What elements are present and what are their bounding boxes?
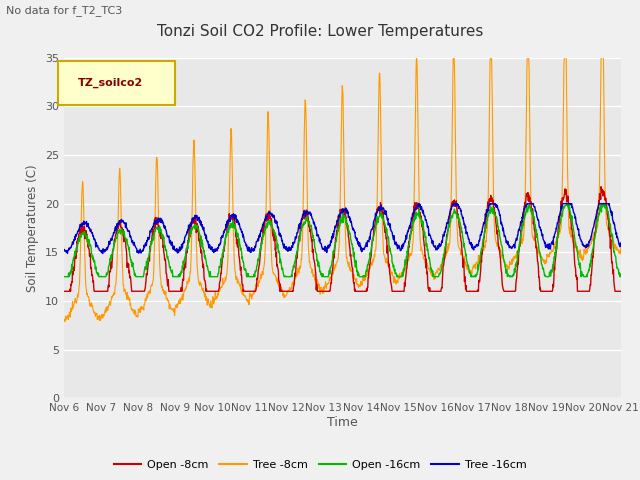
FancyBboxPatch shape [58, 61, 175, 105]
Text: Tonzi Soil CO2 Profile: Lower Temperatures: Tonzi Soil CO2 Profile: Lower Temperatur… [157, 24, 483, 39]
Legend: Open -8cm, Tree -8cm, Open -16cm, Tree -16cm: Open -8cm, Tree -8cm, Open -16cm, Tree -… [109, 456, 531, 474]
X-axis label: Time: Time [327, 416, 358, 429]
Text: No data for f_T2_TC3: No data for f_T2_TC3 [6, 5, 123, 16]
Y-axis label: Soil Temperatures (C): Soil Temperatures (C) [26, 164, 40, 292]
Text: TZ_soilco2: TZ_soilco2 [78, 78, 143, 88]
